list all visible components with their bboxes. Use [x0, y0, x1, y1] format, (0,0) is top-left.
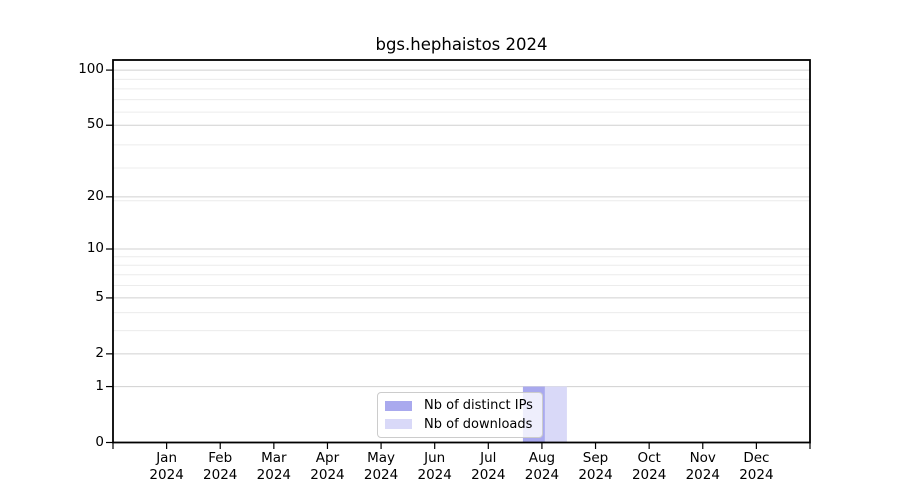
x-tick-label: Oct 2024	[614, 450, 684, 483]
legend-swatch-downloads	[385, 419, 412, 430]
x-tick-label: Feb 2024	[185, 450, 255, 483]
x-tick-year: 2024	[471, 466, 506, 483]
x-tick-year: 2024	[363, 466, 399, 483]
x-tick-year: 2024	[578, 466, 613, 483]
x-tick-month: Apr	[315, 450, 340, 466]
x-tick-year: 2024	[685, 466, 720, 483]
y-tick-label: 0	[95, 433, 104, 450]
plot-frame	[112, 59, 811, 444]
legend: Nb of distinct IPs Nb of downloads	[377, 392, 543, 438]
x-tick-year: 2024	[310, 466, 345, 483]
legend-label-downloads: Nb of downloads	[424, 416, 533, 432]
x-tick-year: 2024	[417, 466, 452, 483]
x-tick-month: Sep	[582, 450, 609, 466]
x-tick-label: Apr 2024	[292, 450, 362, 483]
y-tick-label: 50	[86, 116, 104, 133]
legend-item-downloads: Nb of downloads	[385, 417, 535, 432]
x-tick-month: Jul	[480, 450, 497, 466]
x-tick-label: Mar 2024	[239, 450, 309, 483]
y-tick-label: 20	[86, 187, 104, 204]
chart-title: bgs.hephaistos 2024	[375, 35, 548, 54]
y-tick-label: 10	[86, 240, 104, 256]
x-tick-label: Sep 2024	[561, 450, 631, 483]
x-tick-month: Feb	[208, 450, 233, 466]
y-tick-label: 100	[78, 61, 104, 78]
x-tick-year: 2024	[631, 466, 667, 483]
x-tick-label: Dec 2024	[721, 450, 791, 483]
bar-downloads-aug	[544, 386, 567, 443]
x-tick-month: Aug	[528, 450, 556, 466]
x-tick-year: 2024	[256, 466, 292, 483]
x-tick-label: Nov 2024	[668, 450, 738, 483]
x-tick-month: Nov	[689, 450, 716, 466]
x-tick-month: Jun	[424, 450, 446, 466]
x-tick-label: May 2024	[346, 450, 416, 483]
x-tick-month: Jan	[156, 450, 178, 466]
legend-item-distinct-ips: Nb of distinct IPs	[385, 398, 535, 413]
x-tick-month: Oct	[637, 450, 661, 466]
x-tick-year: 2024	[149, 466, 184, 483]
x-tick-year: 2024	[739, 466, 774, 483]
x-tick-label: Jan 2024	[132, 450, 202, 483]
x-tick-year: 2024	[524, 466, 560, 483]
x-tick-label: Jul 2024	[453, 450, 523, 483]
x-tick-month: Dec	[743, 450, 770, 466]
x-tick-label: Jun 2024	[400, 450, 470, 483]
y-tick-label: 5	[95, 288, 104, 305]
x-tick-year: 2024	[203, 466, 238, 483]
legend-label-distinct-ips: Nb of distinct IPs	[424, 398, 533, 414]
y-tick-label: 1	[95, 377, 104, 394]
x-tick-month: May	[367, 450, 396, 466]
y-tick-label: 2	[95, 344, 104, 361]
legend-swatch-distinct-ips	[385, 400, 412, 411]
x-tick-label: Aug 2024	[507, 450, 577, 483]
x-tick-month: Mar	[261, 450, 287, 466]
